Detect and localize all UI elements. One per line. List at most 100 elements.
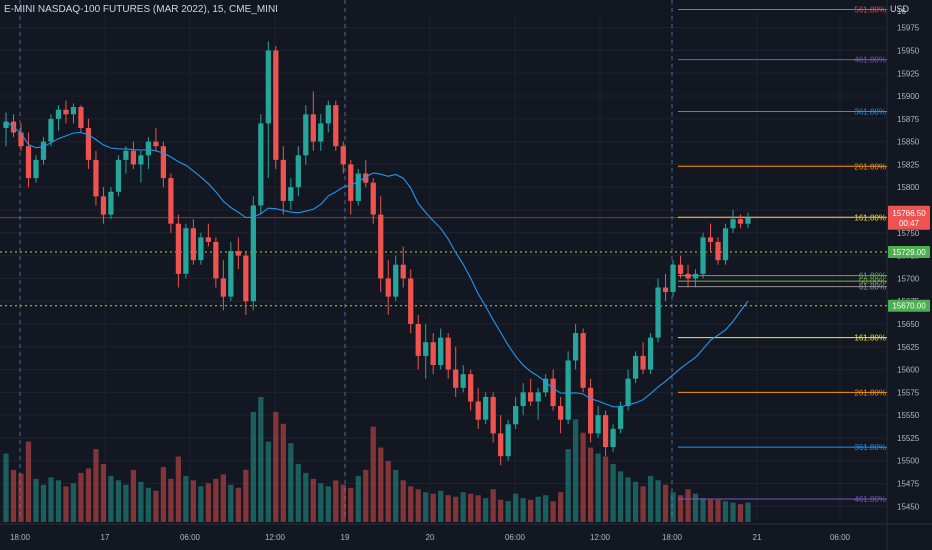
volume-bar — [250, 411, 256, 522]
volume-bar — [617, 471, 624, 522]
candle-body — [160, 146, 167, 179]
candle-body — [100, 196, 107, 215]
y-tick-label: 15550 — [897, 411, 920, 420]
volume-bar — [572, 419, 579, 522]
volume-bar — [632, 481, 639, 522]
volume-bar — [730, 502, 736, 522]
fib-level-label: 361.80% — [854, 108, 886, 117]
current-price-badge — [888, 205, 930, 230]
volume-bar — [610, 463, 616, 522]
volume-bar — [595, 453, 601, 522]
candle-body — [640, 355, 646, 370]
candle-body — [445, 337, 451, 370]
volume-bar — [310, 478, 316, 522]
fib-level-label: 50.00% — [859, 277, 886, 286]
volume-bar — [528, 499, 534, 522]
volume-bar — [543, 495, 549, 522]
x-tick-label: 12:00 — [590, 533, 611, 542]
candle-body — [33, 159, 39, 179]
candle-body — [198, 237, 204, 261]
price-line-label: 15729.00 — [892, 248, 926, 257]
candle-body — [25, 146, 32, 179]
candle-body — [505, 424, 511, 457]
volume-bar — [408, 486, 414, 522]
candle-body — [617, 406, 624, 429]
volume-bar — [647, 475, 654, 522]
volume-bar — [692, 493, 699, 522]
volume-bar — [295, 463, 301, 522]
candle-body — [183, 228, 189, 274]
volume-bar — [498, 499, 504, 522]
volume-bar — [378, 447, 384, 522]
candle-body — [205, 237, 211, 242]
volume-bar — [655, 480, 661, 522]
candle-body — [528, 392, 534, 402]
volume-bar — [460, 492, 466, 522]
volume-bar — [265, 441, 271, 522]
volume-bar — [587, 447, 594, 522]
volume-bar — [48, 477, 54, 522]
candle-body — [115, 159, 122, 192]
price-line-badge — [888, 299, 930, 312]
volume-bar — [93, 449, 99, 522]
volume-bar — [303, 472, 309, 522]
volume-bar — [535, 496, 541, 522]
volume-bar — [138, 481, 144, 522]
candle-body — [370, 182, 376, 215]
candle-body — [108, 191, 114, 215]
volume-bar — [348, 487, 354, 522]
candle-body — [655, 287, 661, 338]
y-tick-label: 15825 — [897, 160, 920, 169]
candle-body — [393, 264, 399, 297]
candle-body — [363, 173, 369, 183]
volume-bar — [235, 487, 241, 522]
candle-body — [520, 392, 526, 407]
volume-bar — [513, 493, 519, 522]
candle-body — [378, 214, 384, 279]
candle-body — [145, 141, 152, 156]
volume-bar — [520, 498, 526, 522]
volume-bar — [707, 499, 714, 522]
fib-level-label: 461.80% — [854, 495, 886, 504]
candle-body — [55, 109, 62, 119]
volume-bar — [430, 493, 436, 522]
volume-bar — [258, 397, 264, 522]
candle-body — [190, 228, 196, 261]
volume-bar — [85, 468, 92, 522]
candle-body — [385, 278, 391, 297]
volume-bar — [220, 474, 226, 522]
candle-body — [543, 378, 549, 393]
fib-level-label: 161.80% — [854, 334, 886, 343]
volume-bar — [100, 463, 107, 522]
x-tick-label: 12:00 — [265, 533, 286, 542]
candle-body — [235, 251, 241, 256]
volume-bar — [745, 502, 751, 522]
candle-body — [685, 273, 691, 279]
volume-bar — [115, 480, 122, 522]
volume-bar — [670, 492, 676, 522]
candle-body — [340, 146, 346, 165]
volume-bar — [722, 501, 729, 522]
volume-bar — [423, 492, 429, 522]
candle-body — [513, 406, 519, 425]
volume-bar — [415, 489, 421, 522]
y-tick-label: 15650 — [897, 320, 920, 329]
candle-body — [175, 223, 182, 274]
candle-body — [610, 428, 616, 448]
volume-bar — [737, 504, 744, 522]
fib-level-label: 261.80% — [854, 162, 886, 171]
candle-body — [730, 219, 736, 229]
volume-bar — [685, 489, 691, 522]
x-tick-label: 20 — [426, 533, 435, 542]
volume-bar — [153, 490, 159, 522]
candle-body — [265, 50, 271, 124]
volume-bar — [145, 487, 152, 522]
y-tick-label: 15600 — [897, 366, 920, 375]
candle-body — [438, 337, 444, 366]
candle-body — [3, 121, 9, 128]
volume-bar — [550, 501, 556, 522]
candle-body — [498, 433, 504, 457]
volume-bar — [55, 480, 62, 522]
